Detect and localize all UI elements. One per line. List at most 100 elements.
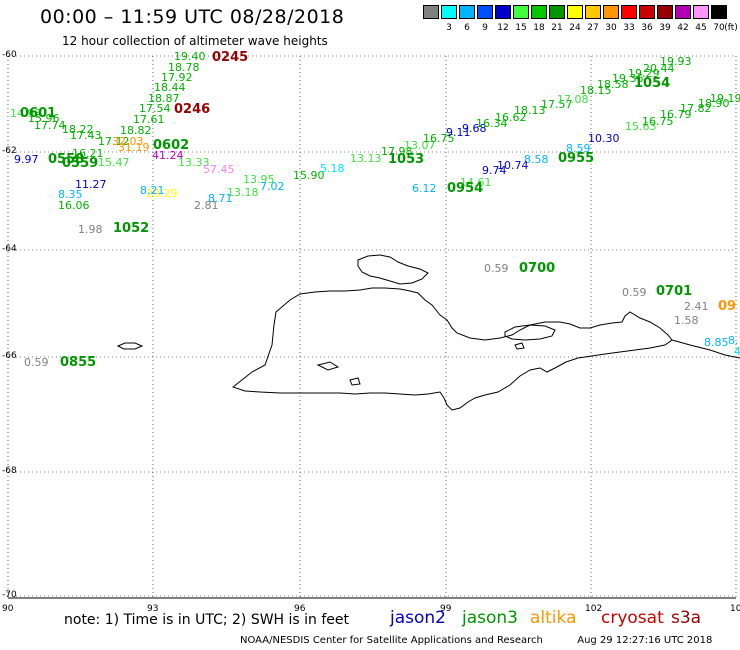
scale-tick-label: 27 <box>587 23 599 33</box>
scale-swatch <box>531 5 547 19</box>
generated-timestamp: Aug 29 12:27:16 UTC 2018 <box>577 635 713 646</box>
latitude-label: -60 <box>2 50 17 60</box>
scale-swatch <box>477 5 493 19</box>
pass-time-label: 0602 <box>153 138 190 153</box>
scale-tick-label: 39 <box>659 23 671 33</box>
longitude-label: 105 <box>730 604 740 614</box>
wave-height-label: 17.43 <box>70 129 102 142</box>
scale-swatch <box>657 5 673 19</box>
scale-tick-label: 21 <box>551 23 563 33</box>
wave-height-label: 7.02 <box>260 180 285 193</box>
wave-height-label: 15.47 <box>98 156 130 169</box>
wave-height-label: 9.74 <box>482 164 507 177</box>
wave-height-label: 18.15 <box>580 84 612 97</box>
wave-height-label: 4 <box>734 345 740 358</box>
wave-height-label: 8.71 <box>208 192 233 205</box>
wave-height-label: 16.62 <box>495 111 527 124</box>
scale-tick-label: 36 <box>641 23 653 33</box>
scale-swatch <box>513 5 529 19</box>
wave-height-label: 16.75 <box>423 132 455 145</box>
wave-height-label: 16.06 <box>58 199 90 212</box>
wave-height-label: 16.75 <box>642 115 674 128</box>
island-polygon-north <box>357 254 429 285</box>
scale-unit: (ft) <box>724 23 738 33</box>
wave-height-label: 17.82 <box>680 102 712 115</box>
wave-height-label: 18.44 <box>154 81 186 94</box>
wave-height-label: 17.61 <box>133 113 165 126</box>
wave-height-label: 19.19 <box>710 92 740 105</box>
wave-height-label: 0.59 <box>622 286 647 299</box>
scale-tick-label: 30 <box>605 23 617 33</box>
pass-time-label: 0701 <box>656 284 693 299</box>
scale-tick-label: 24 <box>569 23 581 33</box>
longitude-label: 93 <box>147 604 159 614</box>
pass-time-label: 0246 <box>174 102 211 117</box>
scale-swatch <box>675 5 691 19</box>
wave-height-label: 15.90 <box>293 169 325 182</box>
wave-height-label: 17.98 <box>381 145 413 158</box>
wave-height-label: 14.61 <box>460 176 492 189</box>
wave-height-label: 9.68 <box>462 122 487 135</box>
wave-height-label: 18.90 <box>698 97 730 110</box>
pass-time-label: 0855 <box>60 355 97 370</box>
wave-height-label: 31.19 <box>118 141 150 154</box>
scale-tick-label: 12 <box>497 23 509 33</box>
wave-height-label: 18.13 <box>514 104 546 117</box>
wave-height-label: 10.30 <box>588 132 620 145</box>
wave-height-label: 8.85 <box>704 336 729 349</box>
wave-height-label: 17.12 <box>98 135 130 148</box>
wave-height-label: 17.92 <box>161 71 193 84</box>
wave-height-label: 29.29 <box>146 187 178 200</box>
pass-time-label: 1052 <box>113 221 150 236</box>
wave-height-label: 18.82 <box>120 124 152 137</box>
wave-height-label: 8.35 <box>58 188 83 201</box>
wave-height-label: 11.27 <box>75 178 107 191</box>
wave-height-label: 19.40 <box>174 50 206 63</box>
scale-swatch <box>711 5 727 19</box>
scale-swatch <box>567 5 583 19</box>
pass-time-label: 09 <box>718 299 737 314</box>
wave-height-label: 8.58 <box>524 153 549 166</box>
scale-swatch <box>585 5 601 19</box>
scale-tick-label: 9 <box>482 23 488 33</box>
scale-swatch <box>495 5 511 19</box>
longitude-label: 90 <box>2 604 14 614</box>
wave-height-label: 19.93 <box>660 55 692 68</box>
wave-height-label: 8.59 <box>566 142 591 155</box>
scale-tick-label: 18 <box>533 23 545 33</box>
scale-tick-label: 3 <box>446 23 452 33</box>
coast-small-islands <box>316 342 525 386</box>
wave-height-label: 0.59 <box>484 262 509 275</box>
satellite-legend-jason2: jason2 <box>390 608 446 628</box>
wave-height-label: 2.41 <box>684 300 709 313</box>
wave-height-label: 20.44 <box>643 62 675 75</box>
scale-swatch <box>459 5 475 19</box>
latitude-label: -70 <box>2 590 17 600</box>
scale-tick-label: 15 <box>515 23 527 33</box>
wave-height-label: 19.29 <box>628 67 660 80</box>
wave-height-label: 13.33 <box>178 156 210 169</box>
wave-height-label: 18.87 <box>148 92 180 105</box>
wave-height-label: 18.58 <box>597 78 629 91</box>
scale-swatch <box>603 5 619 19</box>
wave-height-label: 16.21 <box>72 147 104 160</box>
credit-text: NOAA/NESDIS Center for Satellite Applica… <box>240 635 543 646</box>
map-subtitle: 12 hour collection of altimeter wave hei… <box>62 34 328 48</box>
island-polygon-east <box>504 324 556 341</box>
wave-height-label: 13.18 <box>227 186 259 199</box>
wave-height-label: 15.96 <box>28 112 60 125</box>
pass-time-label: 0700 <box>519 261 556 276</box>
scale-tick-label: 70 <box>713 23 725 33</box>
wave-height-label: 0.59 <box>24 356 49 369</box>
longitude-label: 96 <box>294 604 306 614</box>
wave-height-label: 10.74 <box>497 159 529 172</box>
latitude-label: -64 <box>2 244 17 254</box>
scale-swatch <box>549 5 565 19</box>
wave-height-label: 17.57 <box>541 98 573 111</box>
footer-credit: NOAA/NESDIS Center for Satellite Applica… <box>240 635 712 646</box>
scale-swatch <box>639 5 655 19</box>
satellite-legend-s3a: s3a <box>671 608 702 628</box>
wave-height-label: 2.81 <box>194 199 219 212</box>
wave-height-label: 15.63 <box>625 120 657 133</box>
map-title: 00:00 – 11:59 UTC 08/28/2018 <box>40 6 345 28</box>
